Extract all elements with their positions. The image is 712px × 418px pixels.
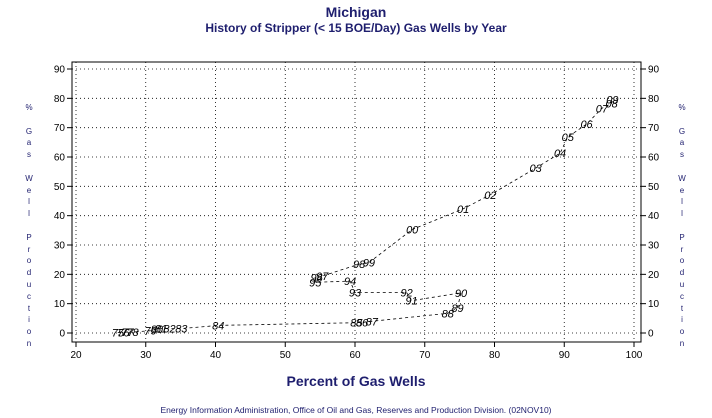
- data-point-75: 75: [112, 327, 125, 339]
- data-point-86: 86: [356, 317, 369, 329]
- y-tick-label-left: 30: [54, 241, 66, 252]
- x-tick-label: 20: [70, 350, 82, 361]
- y-tick-label-right: 0: [648, 329, 654, 340]
- y-tick-label-left: 20: [54, 270, 66, 281]
- y-tick-label-right: 70: [648, 123, 660, 134]
- data-point-77: 77: [121, 327, 134, 339]
- data-point-08: 08: [606, 98, 619, 110]
- x-tick-label: 100: [626, 350, 643, 361]
- x-tick-label: 70: [419, 350, 431, 361]
- y-tick-label-right: 60: [648, 153, 660, 164]
- y-tick-label-left: 90: [54, 65, 66, 76]
- source-footer: Energy Information Administration, Offic…: [160, 405, 552, 415]
- x-tick-label: 30: [140, 350, 152, 361]
- y-tick-label-left: 10: [54, 299, 66, 310]
- chart-subtitle: History of Stripper (< 15 BOE/Day) Gas W…: [205, 21, 507, 35]
- y-tick-label-left: 80: [54, 94, 66, 105]
- data-point-99: 99: [363, 258, 375, 270]
- y-tick-label-left: 70: [54, 123, 66, 134]
- data-point-00: 00: [406, 224, 419, 236]
- data-point-87: 87: [366, 316, 379, 328]
- plot-frame: [71, 61, 642, 343]
- data-point-78: 78: [126, 327, 139, 339]
- data-point-80: 80: [151, 324, 164, 336]
- data-point-96: 96: [311, 273, 324, 285]
- data-point-81: 81: [155, 324, 167, 336]
- y-tick-label-left: 0: [59, 329, 65, 340]
- data-point-88: 88: [442, 308, 455, 320]
- data-point-91: 91: [405, 296, 417, 308]
- data-point-84: 84: [212, 320, 224, 332]
- data-point-95: 95: [309, 277, 322, 289]
- x-tick-label: 80: [489, 350, 501, 361]
- data-point-09: 09: [606, 95, 618, 107]
- y-tick-label-right: 30: [648, 241, 660, 252]
- data-point-02: 02: [484, 190, 496, 202]
- data-point-89: 89: [451, 303, 463, 315]
- x-axis-label: Percent of Gas Wells: [286, 373, 426, 389]
- x-tick-label: 90: [559, 350, 571, 361]
- data-point-76: 76: [117, 327, 130, 339]
- y-tick-label-right: 20: [648, 270, 660, 281]
- data-point-05: 05: [562, 132, 575, 144]
- y-tick-label-left: 40: [54, 211, 66, 222]
- data-point-03: 03: [530, 163, 543, 175]
- chart-title: Michigan: [325, 4, 387, 20]
- data-point-83: 83: [175, 324, 188, 336]
- x-tick-label: 40: [210, 350, 222, 361]
- y-tick-label-left: 50: [54, 182, 66, 193]
- data-point-93: 93: [349, 288, 362, 300]
- data-point-06: 06: [580, 119, 593, 131]
- y-tick-label-right: 80: [648, 94, 660, 105]
- data-point-97: 97: [316, 271, 329, 283]
- y-tick-label-right: 90: [648, 65, 660, 76]
- data-point-04: 04: [554, 148, 566, 160]
- x-tick-label: 50: [280, 350, 292, 361]
- x-tick-label: 60: [349, 350, 361, 361]
- data-point-79: 79: [145, 326, 157, 338]
- y-tick-label-right: 50: [648, 182, 660, 193]
- series-line: [117, 99, 613, 333]
- data-point-01: 01: [457, 204, 469, 216]
- y-tick-label-left: 60: [54, 153, 66, 164]
- y-tick-label-right: 10: [648, 299, 660, 310]
- data-point-98: 98: [353, 259, 366, 271]
- data-point-85: 85: [350, 318, 363, 330]
- y-tick-label-right: 40: [648, 211, 660, 222]
- data-point-07: 07: [596, 103, 609, 115]
- data-point-82: 82: [163, 324, 175, 336]
- data-point-90: 90: [455, 288, 468, 300]
- data-point-94: 94: [344, 276, 356, 288]
- data-point-92: 92: [400, 288, 412, 300]
